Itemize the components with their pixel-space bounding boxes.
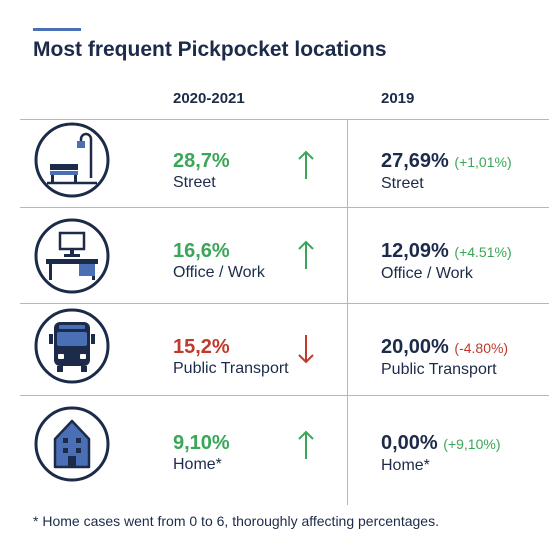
street-2021-label: Street (173, 174, 216, 191)
row-home-2021-cell: 9,10% Home* (173, 431, 230, 475)
street-2019-label: Street (381, 175, 424, 192)
footnote: * Home cases went from 0 to 6, thoroughl… (33, 513, 439, 529)
office-2021-label: Office / Work (173, 264, 265, 281)
arrow-up-icon (296, 149, 316, 181)
row-divider (20, 395, 549, 396)
street-lamp-bench-icon (33, 121, 111, 199)
row-divider (20, 207, 549, 208)
arrow-up-icon (296, 429, 316, 461)
row-street-2021-cell: 28,7% Street (173, 149, 230, 193)
office-2019-value: 12,09% (381, 240, 449, 262)
office-change: (+4.51%) (454, 244, 512, 260)
street-change: (+1,01%) (454, 154, 512, 170)
office-desk-icon (33, 217, 111, 295)
transport-2021-label: Public Transport (173, 360, 289, 377)
header-divider (20, 119, 549, 120)
column-divider (347, 120, 348, 505)
row-transport-2019-cell: 20,00% (-4.80%) Public Transport (381, 335, 508, 380)
arrow-down-icon (296, 333, 316, 365)
home-2019-label: Home* (381, 457, 430, 474)
home-2021-label: Home* (173, 456, 222, 473)
home-2019-value: 0,00% (381, 432, 438, 454)
office-2021-value: 16,6% (173, 240, 230, 262)
row-divider (20, 303, 549, 304)
house-icon (33, 405, 111, 483)
row-transport-2021-cell: 15,2% Public Transport (173, 335, 289, 379)
title-accent-line (33, 28, 81, 31)
chart-title: Most frequent Pickpocket locations (33, 38, 387, 61)
office-2019-label: Office / Work (381, 265, 473, 282)
street-2019-value: 27,69% (381, 150, 449, 172)
transport-2019-value: 20,00% (381, 336, 449, 358)
row-office-2021-cell: 16,6% Office / Work (173, 239, 265, 283)
row-home-2019-cell: 0,00% (+9,10%) Home* (381, 431, 500, 476)
street-2021-value: 28,7% (173, 150, 230, 172)
column-header-2020-2021: 2020-2021 (173, 90, 245, 107)
bus-icon (33, 307, 111, 385)
column-header-2019: 2019 (381, 90, 415, 107)
arrow-up-icon (296, 239, 316, 271)
home-change: (+9,10%) (443, 436, 501, 452)
row-street-2019-cell: 27,69% (+1,01%) Street (381, 149, 512, 194)
transport-2021-value: 15,2% (173, 336, 230, 358)
transport-2019-label: Public Transport (381, 361, 497, 378)
transport-change: (-4.80%) (454, 340, 509, 356)
home-2021-value: 9,10% (173, 432, 230, 454)
row-office-2019-cell: 12,09% (+4.51%) Office / Work (381, 239, 512, 284)
